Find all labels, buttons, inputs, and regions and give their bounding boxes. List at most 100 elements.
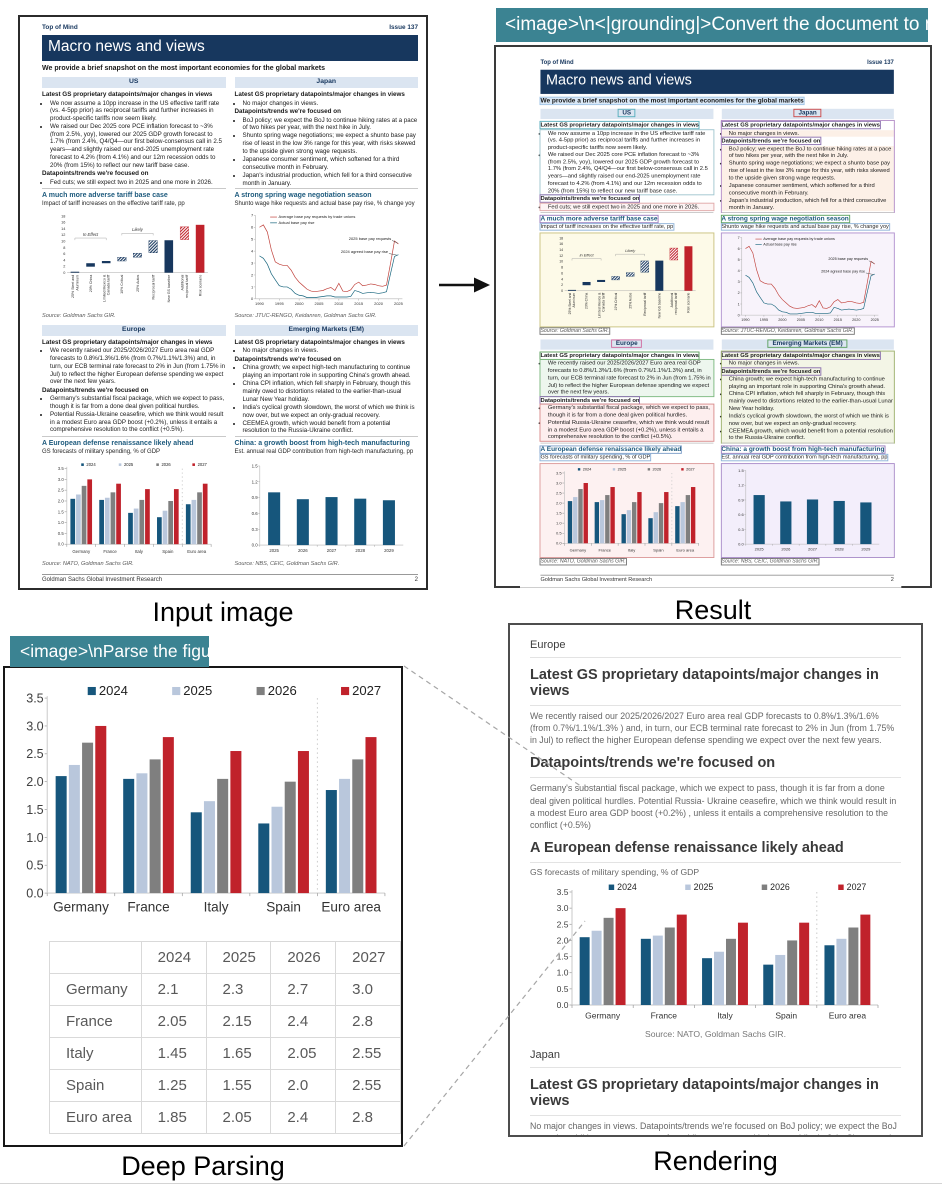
- result-document: Top of Mind Issue 137 Macro news and views…: [520, 53, 902, 588]
- doc-issue: Issue 137: [867, 59, 894, 67]
- svg-text:0.5: 0.5: [556, 530, 562, 535]
- svg-text:6: 6: [63, 252, 65, 256]
- svg-text:1.5: 1.5: [556, 951, 568, 961]
- section-title-europe: Europe: [540, 339, 713, 350]
- chart-source-em: Source: NBS, CEIC, Goldman Sachs GIR.: [720, 557, 820, 566]
- svg-text:France: France: [127, 900, 169, 915]
- chart-subtitle-japan: Shunto wage hike requests and actual bas…: [720, 223, 890, 231]
- svg-text:Reciprocal tariff: Reciprocal tariff: [643, 292, 647, 315]
- svg-text:3: 3: [737, 280, 739, 284]
- svg-text:25% Steel and: 25% Steel and: [71, 275, 75, 298]
- table-header: [49, 941, 142, 975]
- svg-text:Actual base pay rise: Actual base pay rise: [763, 242, 797, 246]
- doc-brand: Top of Mind: [540, 59, 574, 67]
- svg-text:0.9: 0.9: [738, 497, 744, 502]
- svg-text:10% Critical: 10% Critical: [614, 292, 618, 310]
- result-label: Result: [674, 595, 752, 625]
- svg-text:2028: 2028: [834, 546, 844, 551]
- parsed-table: 2024 2025 2026 2027 Germany 2.1 2.3 2.7 3.0 Franc…: [49, 941, 401, 1135]
- doc-section-us: US Latest GS proprietary datapoints/major…: [539, 108, 714, 335]
- svg-text:2025: 2025: [124, 462, 134, 467]
- svg-text:Average base pay requests by t: Average base pay requests by trade union…: [278, 214, 355, 219]
- svg-text:1.5: 1.5: [58, 509, 65, 514]
- chart-china: 0.0 0.3 0.6 0.9 1.2 1.5 2025 2026 2027 2028 2029: [720, 462, 895, 558]
- svg-text:2026: 2026: [298, 548, 308, 553]
- svg-text:2028: 2028: [355, 548, 365, 553]
- svg-text:7: 7: [251, 213, 254, 218]
- chart-source-japan: Source: JTUC-RENGO, Keidanren, Goldman S…: [234, 312, 377, 319]
- chart-shunto: 0 1 2 3 4 5 6 7 1990 1995 2000 2005 2010 2015 2020 2025…: [720, 232, 895, 328]
- rendering-label: Rendering: [653, 1146, 778, 1176]
- svg-text:1: 1: [737, 302, 739, 306]
- svg-text:1.0: 1.0: [556, 968, 568, 978]
- svg-text:2027: 2027: [808, 546, 818, 551]
- svg-text:2024: 2024: [617, 882, 637, 892]
- svg-text:2.0: 2.0: [58, 498, 65, 503]
- svg-text:1990: 1990: [741, 318, 749, 322]
- svg-text:Germany: Germany: [585, 1010, 621, 1020]
- svg-text:12: 12: [559, 254, 563, 258]
- svg-text:6: 6: [561, 271, 563, 275]
- svg-text:France: France: [598, 547, 611, 552]
- chart-tariff: 0 2 4 6 8 10 12 14 16 18 25% Steel and Aluminum 20% …: [42, 211, 226, 311]
- svg-text:2015: 2015: [354, 301, 364, 306]
- chart-china: 0.0 0.3 0.6 0.9 1.2 1.5 2025 2026 2027 2028 2029: [235, 459, 419, 559]
- svg-text:12: 12: [61, 233, 65, 237]
- svg-text:2025 base pay requests: 2025 base pay requests: [348, 236, 391, 241]
- svg-text:2025: 2025: [754, 546, 764, 551]
- svg-text:0.0: 0.0: [556, 540, 562, 545]
- chart-title-europe: A European defense renaissance likely ah…: [539, 442, 713, 454]
- md-paragraph: No major changes in views. Datapoints/tr…: [530, 1120, 901, 1135]
- svg-text:France: France: [103, 549, 117, 554]
- svg-text:1990: 1990: [254, 301, 264, 306]
- doc-section-japan: Japan Latest GS proprietary datapoints/ma…: [234, 76, 419, 320]
- chart-source-us: Source: Goldman Sachs GIR.: [539, 327, 610, 335]
- svg-text:0.5: 0.5: [58, 531, 65, 536]
- svg-text:2024 agreed base pay rise: 2024 agreed base pay rise: [821, 269, 865, 273]
- svg-text:2025 base pay requests: 2025 base pay requests: [828, 257, 868, 261]
- svg-text:2029: 2029: [384, 548, 394, 553]
- chart-source-japan: Source: JTUC-RENGO, Keidanren, Goldman S…: [720, 327, 855, 335]
- svg-text:3.5: 3.5: [556, 470, 562, 475]
- input-image-panel: Top of Mind Issue 137 Macro news and views…: [18, 15, 428, 590]
- chart-subtitle-em: Est. annual real GDP contribution from h…: [234, 449, 414, 456]
- svg-text:18: 18: [559, 236, 563, 240]
- svg-text:1.5: 1.5: [26, 803, 43, 817]
- chart-military: 0.0 0.5 1.0 1.5 2.0 2.5 3.0 3.5 Germany France Ita…: [42, 459, 226, 559]
- svg-text:Euro area: Euro area: [828, 1010, 866, 1020]
- svg-text:2010: 2010: [334, 301, 344, 306]
- chart-subtitle-europe: GS forecasts of military spending, % of …: [42, 449, 161, 456]
- svg-text:Germany: Germany: [72, 549, 91, 554]
- svg-text:5: 5: [251, 236, 254, 241]
- svg-text:Canada tariff: Canada tariff: [601, 292, 605, 311]
- svg-text:0: 0: [561, 289, 563, 293]
- parse-prompt: <image>\nParse the figure.: [10, 636, 209, 667]
- input-document-wrap: Top of Mind Issue 137 Macro news and views…: [20, 17, 426, 588]
- table-row: Germany 2.1 2.3 2.7 3.0: [49, 973, 401, 1007]
- arrow-right-icon: [437, 272, 491, 298]
- doc-section-grid: US Latest GS proprietary datapoints/major…: [42, 76, 419, 568]
- table-header: 2024: [140, 941, 207, 975]
- svg-text:2029: 2029: [861, 546, 871, 551]
- svg-text:Limited Mexico &: Limited Mexico &: [102, 274, 106, 302]
- md-heading: Latest GS proprietary datapoints/major c…: [530, 664, 901, 706]
- chart-source-europe: Source: NATO, Goldman Sachs GIR.: [42, 560, 134, 567]
- md-heading-small: Europe: [530, 635, 901, 658]
- svg-text:2005: 2005: [314, 301, 324, 306]
- svg-text:0: 0: [737, 313, 739, 317]
- chart-shunto: 0 1 2 3 4 5 6 7 1990 1995 2000 2005 2010 2015 2020 2025…: [235, 211, 419, 311]
- section-title-europe: Europe: [42, 324, 226, 337]
- svg-text:1: 1: [251, 284, 254, 289]
- chart-title-em: China: a growth boost from high-tech man…: [720, 442, 894, 454]
- md-heading-small: Japan: [530, 1045, 901, 1068]
- svg-text:1995: 1995: [759, 318, 767, 322]
- md-chart-source: Source: NATO, Goldman Sachs GIR.: [644, 1028, 787, 1039]
- svg-text:2000: 2000: [294, 301, 304, 306]
- svg-text:reciprocal tariff: reciprocal tariff: [185, 275, 189, 298]
- rendering-panel: Europe Latest GS proprietary datapoints/m…: [508, 623, 923, 1137]
- svg-text:0.6: 0.6: [251, 511, 258, 516]
- deep-parsing-label: Deep Parsing: [121, 1151, 285, 1181]
- svg-text:2024: 2024: [86, 462, 96, 467]
- svg-text:Aluminum: Aluminum: [75, 275, 79, 291]
- svg-text:2020: 2020: [374, 301, 384, 306]
